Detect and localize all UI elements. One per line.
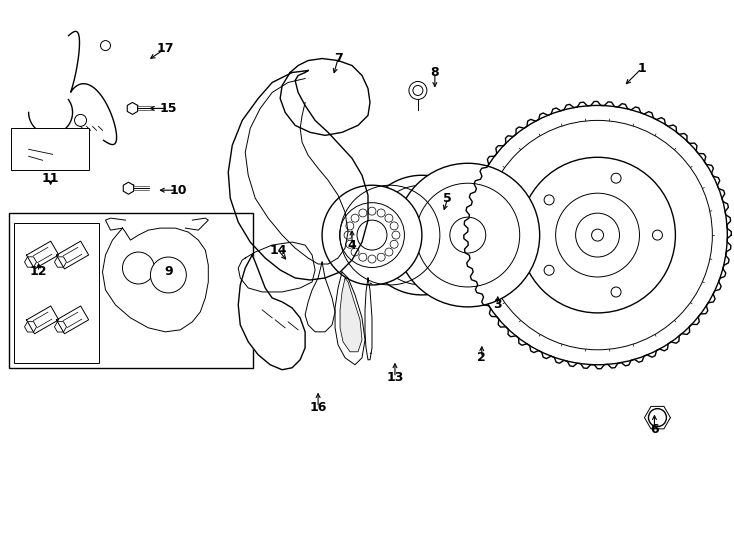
Circle shape xyxy=(416,183,520,287)
Polygon shape xyxy=(340,278,362,352)
Circle shape xyxy=(22,143,36,156)
Text: 3: 3 xyxy=(493,299,502,312)
Circle shape xyxy=(575,213,619,257)
Circle shape xyxy=(653,230,663,240)
Polygon shape xyxy=(239,255,305,370)
Text: 2: 2 xyxy=(477,352,486,365)
Circle shape xyxy=(483,120,712,350)
Polygon shape xyxy=(26,241,59,269)
Text: 4: 4 xyxy=(348,239,357,252)
Text: 9: 9 xyxy=(164,266,172,279)
Text: 15: 15 xyxy=(159,102,177,115)
Text: 14: 14 xyxy=(269,244,287,256)
Polygon shape xyxy=(127,103,138,114)
Bar xyxy=(14,223,98,363)
Circle shape xyxy=(126,185,131,192)
Polygon shape xyxy=(103,228,208,332)
Text: 16: 16 xyxy=(310,401,327,414)
Circle shape xyxy=(592,229,603,241)
Circle shape xyxy=(54,150,67,163)
Polygon shape xyxy=(280,58,370,136)
Text: 13: 13 xyxy=(386,371,404,384)
Polygon shape xyxy=(464,102,731,369)
Circle shape xyxy=(340,202,404,267)
Circle shape xyxy=(75,114,87,126)
Text: 8: 8 xyxy=(431,66,439,79)
Text: 7: 7 xyxy=(334,52,343,65)
Circle shape xyxy=(611,287,621,297)
Text: 1: 1 xyxy=(637,62,646,75)
Circle shape xyxy=(322,185,422,285)
Bar xyxy=(9,213,253,368)
Text: 12: 12 xyxy=(30,266,48,279)
Circle shape xyxy=(468,105,727,365)
Circle shape xyxy=(396,163,539,307)
Circle shape xyxy=(150,257,186,293)
Polygon shape xyxy=(123,182,134,194)
Polygon shape xyxy=(335,272,365,365)
Circle shape xyxy=(450,217,486,253)
Polygon shape xyxy=(26,306,59,334)
Text: 11: 11 xyxy=(42,172,59,185)
Circle shape xyxy=(648,409,666,427)
Polygon shape xyxy=(24,322,37,332)
Circle shape xyxy=(101,40,111,51)
Polygon shape xyxy=(57,241,89,269)
Polygon shape xyxy=(24,257,37,267)
Circle shape xyxy=(413,85,423,96)
Circle shape xyxy=(129,105,136,112)
Circle shape xyxy=(611,173,621,183)
Circle shape xyxy=(357,220,387,250)
Circle shape xyxy=(544,195,554,205)
Polygon shape xyxy=(54,322,67,332)
Polygon shape xyxy=(54,257,67,267)
Text: 5: 5 xyxy=(443,192,452,205)
Text: 17: 17 xyxy=(156,42,174,55)
Text: 6: 6 xyxy=(650,423,659,436)
Circle shape xyxy=(544,265,554,275)
Circle shape xyxy=(520,157,675,313)
Polygon shape xyxy=(57,306,89,334)
Circle shape xyxy=(123,252,154,284)
Circle shape xyxy=(556,193,639,277)
Bar xyxy=(11,129,89,170)
Text: 10: 10 xyxy=(170,184,187,197)
